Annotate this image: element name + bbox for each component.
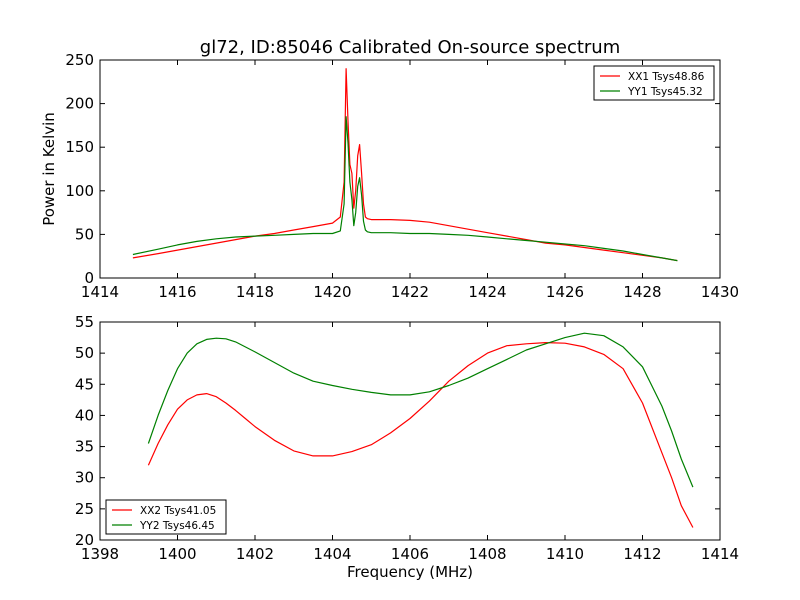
x-tick-label: 1414 — [701, 545, 739, 563]
x-tick-label: 1414 — [81, 283, 119, 301]
y-tick-label: 50 — [75, 225, 94, 243]
x-tick-label: 1420 — [313, 283, 351, 301]
figure-title: gl72, ID:85046 Calibrated On-source spec… — [200, 37, 620, 58]
x-axis-label: Frequency (MHz) — [347, 563, 473, 581]
x-tick-label: 1426 — [546, 283, 584, 301]
legend-label: YY1 Tsys45.32 — [627, 86, 703, 98]
y-tick-label: 0 — [84, 269, 94, 287]
y-tick-label: 20 — [75, 531, 94, 549]
legend: XX1 Tsys48.86 YY1 Tsys45.32 — [593, 65, 715, 101]
legend-label: XX2 Tsys41.05 — [140, 505, 216, 517]
y-tick-label: 35 — [75, 438, 94, 456]
bottom-spectrum-panel: 1398 1400 1402 1404 1406 1408 1410 1412 1414 20 25… — [75, 313, 739, 581]
x-tick-label: 1398 — [81, 545, 119, 563]
y-tick-label: 200 — [65, 95, 94, 113]
x-tick-label: 1404 — [313, 545, 351, 563]
y-tick-label: 55 — [75, 313, 94, 331]
y-tick-label: 25 — [75, 500, 94, 518]
y-tick-label: 45 — [75, 375, 94, 393]
top-spectrum-panel: 1414 1416 1418 1420 1422 1424 1426 1428 1430 0 50 1… — [40, 51, 739, 301]
y-tick-label: 150 — [65, 138, 94, 156]
y-tick-label: 50 — [75, 344, 94, 362]
x-tick-label: 1430 — [701, 283, 739, 301]
y-tick-label: 40 — [75, 406, 94, 424]
series-line-xx — [132, 68, 678, 262]
series-line-yy — [147, 332, 694, 488]
y-axis-label: Power in Kelvin — [40, 112, 58, 226]
legend: XX2 Tsys41.05 YY2 Tsys46.45 — [105, 499, 227, 535]
x-tick-label: 1412 — [623, 545, 661, 563]
series-line-yy — [132, 116, 678, 262]
y-tick-label: 100 — [65, 182, 94, 200]
legend-label: XX1 Tsys48.86 — [628, 71, 705, 83]
x-tick-label: 1422 — [391, 283, 429, 301]
x-tick-label: 1402 — [236, 545, 274, 563]
x-tick-label: 1416 — [158, 283, 196, 301]
y-tick-label: 30 — [75, 469, 94, 487]
legend-box — [593, 65, 715, 101]
y-tick-label: 250 — [65, 51, 94, 69]
legend-box — [105, 499, 227, 535]
x-tick-label: 1406 — [391, 545, 429, 563]
x-tick-label: 1428 — [623, 283, 661, 301]
x-tick-label: 1400 — [158, 545, 196, 563]
x-tick-label: 1418 — [236, 283, 274, 301]
x-tick-label: 1424 — [468, 283, 506, 301]
series-line-xx — [147, 342, 694, 528]
x-tick-label: 1410 — [546, 545, 584, 563]
legend-label: YY2 Tsys46.45 — [139, 520, 215, 532]
x-tick-label: 1408 — [468, 545, 506, 563]
